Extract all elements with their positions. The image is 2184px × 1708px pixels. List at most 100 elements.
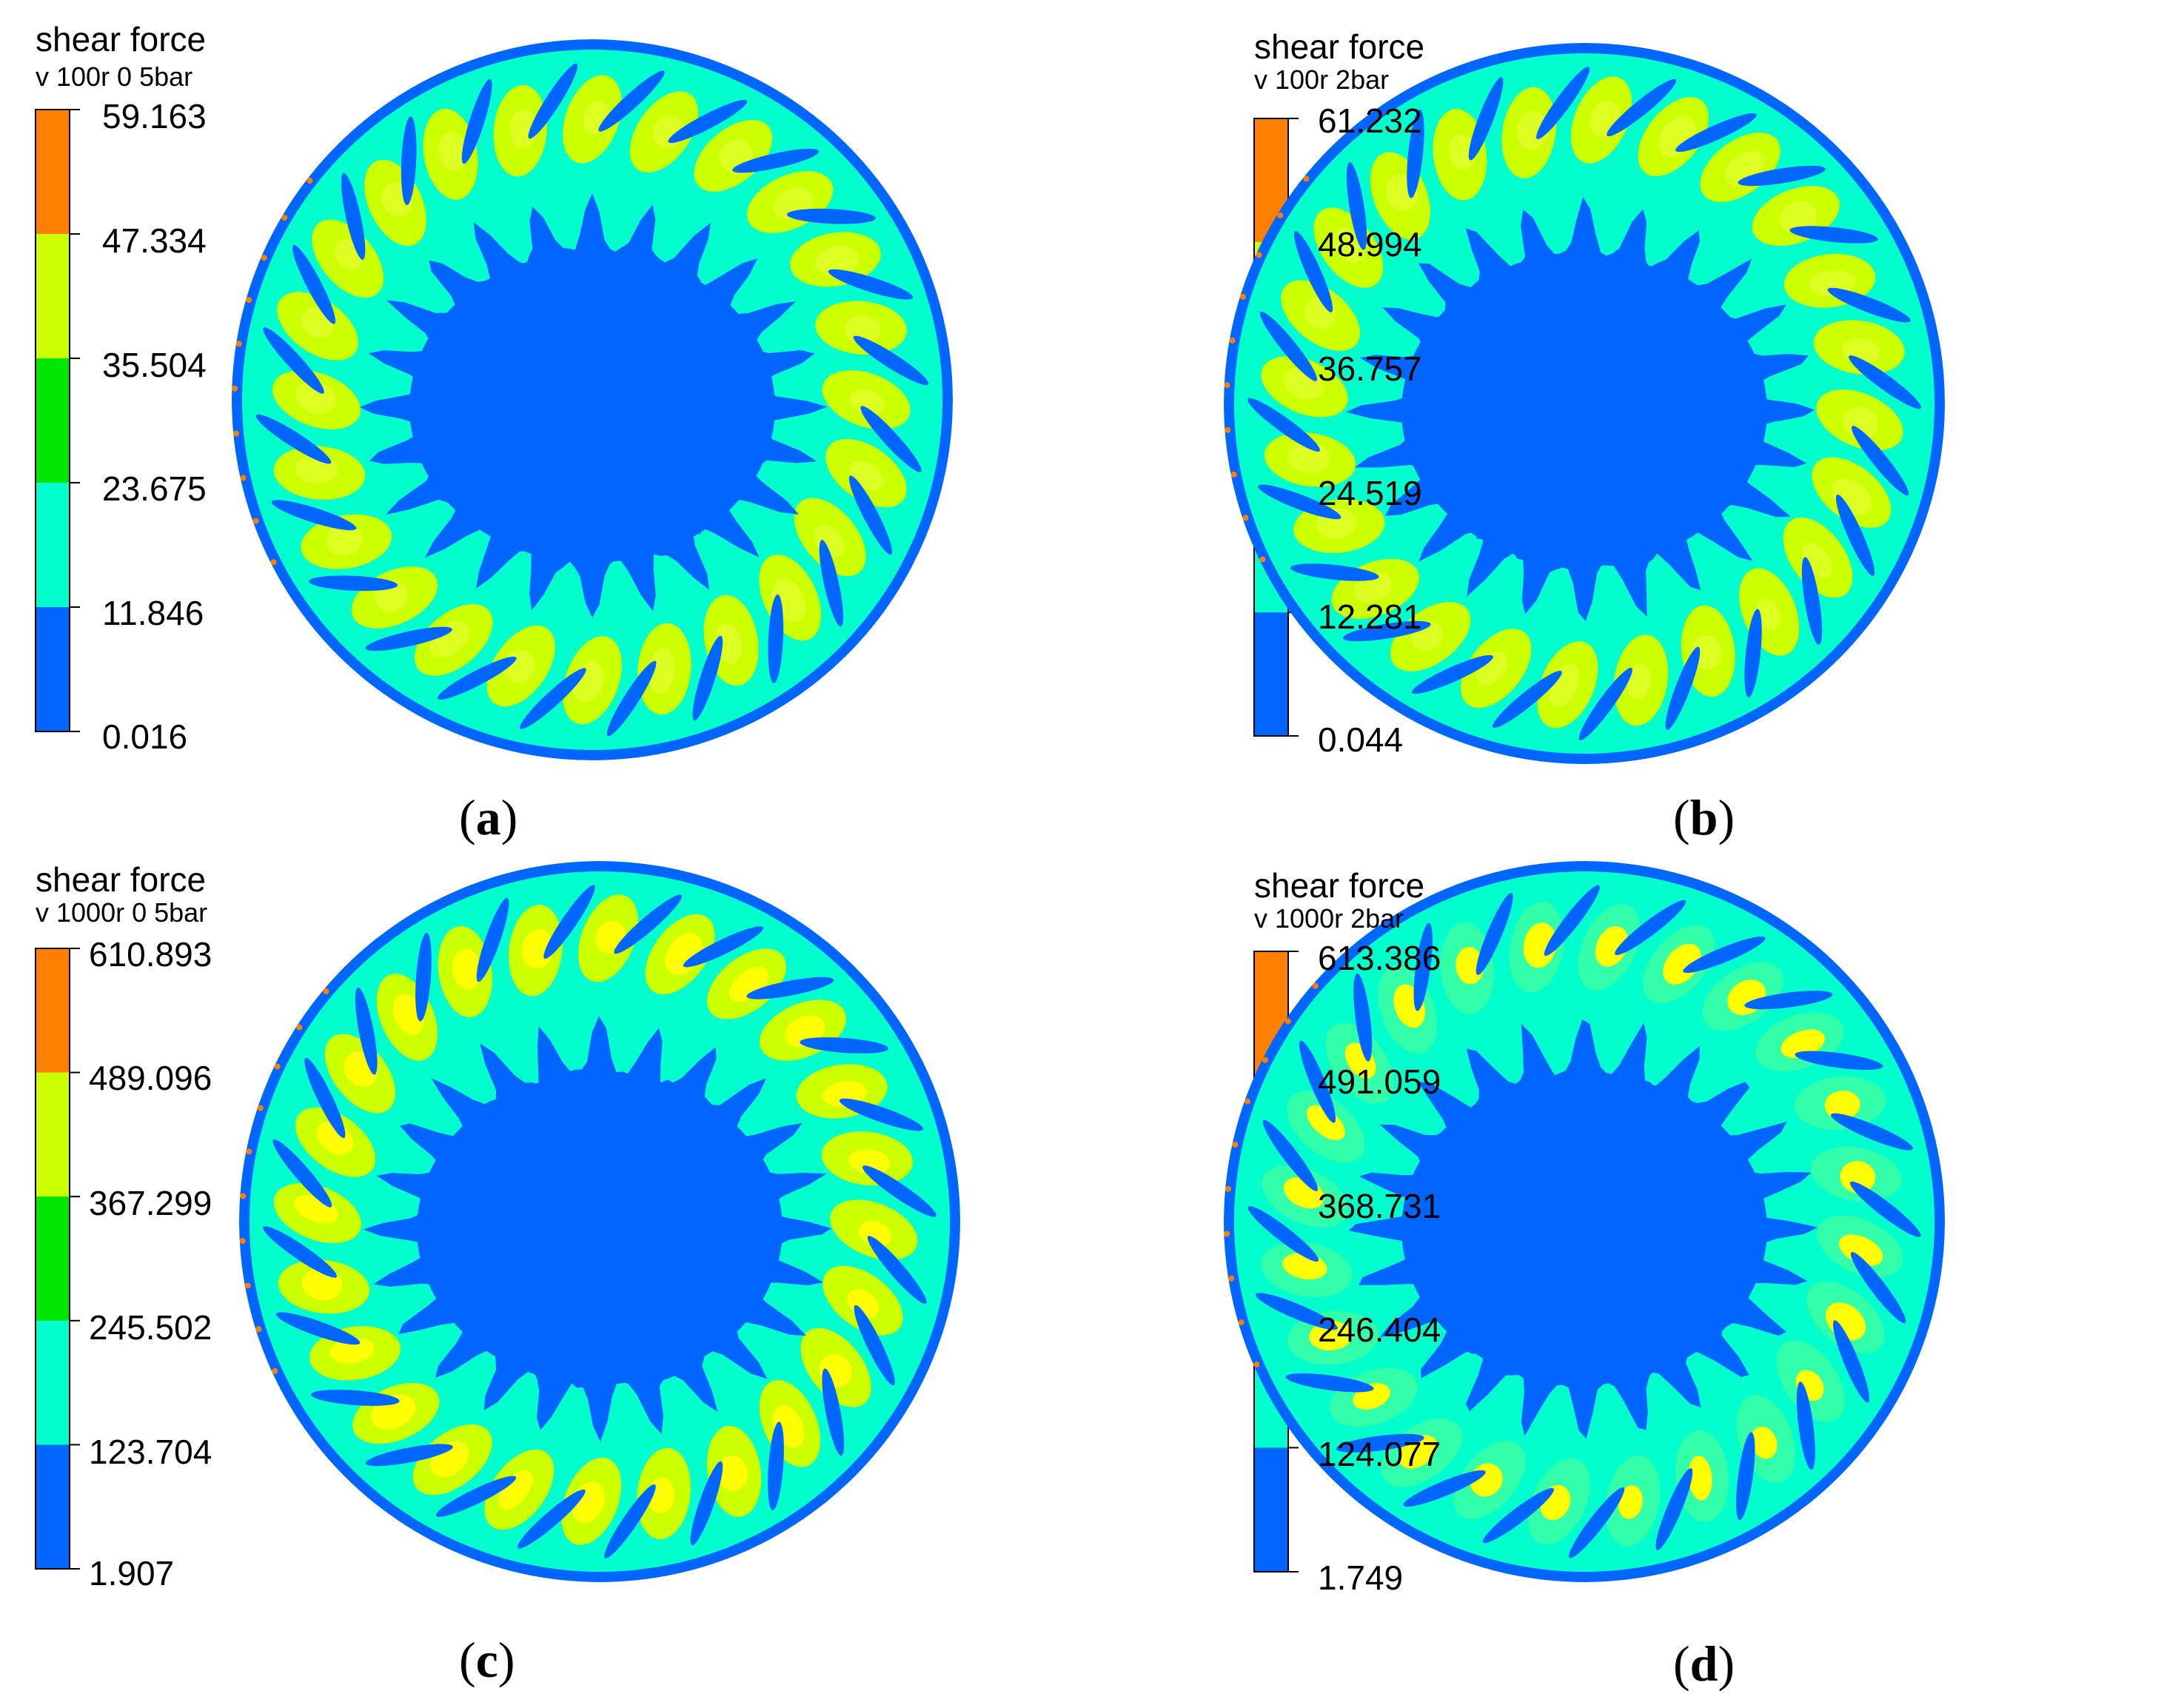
lobe-gap: [1675, 113, 1757, 153]
lobe-core: [295, 381, 336, 415]
lobe-gap: [1789, 226, 1878, 244]
panel-a: shear force v 100r 0 5bar 59.163 47.334 …: [0, 0, 1092, 854]
legend-band: [36, 607, 70, 732]
lobe-gap: [614, 894, 683, 954]
tick-label: 0.044: [1318, 720, 1404, 759]
lobe-gap: [1607, 78, 1677, 137]
edge-hotspot: [1225, 426, 1231, 433]
edge-hotspot: [1232, 1142, 1239, 1148]
lobe-core: [1824, 1090, 1860, 1120]
lobe-gap: [1655, 1468, 1693, 1550]
lobe-gap: [1536, 67, 1590, 139]
inner-core-fill: [417, 1074, 783, 1384]
tick-label: 123.704: [89, 1433, 212, 1471]
tick-label: 0.016: [102, 717, 188, 756]
lobe-gap: [272, 1139, 332, 1208]
edge-hotspot: [235, 341, 242, 347]
lobe-gap: [1796, 1382, 1815, 1470]
tick-label: 59.163: [102, 97, 207, 135]
contour-plot-b: [1224, 43, 1945, 764]
edge-hotspot: [1225, 1185, 1231, 1192]
edge-hotspot: [1259, 556, 1266, 563]
lobe-gap: [528, 63, 578, 139]
legend-band: [36, 358, 70, 483]
caption-letter: d: [1689, 1635, 1718, 1692]
panel-caption: (d): [1673, 1635, 1735, 1692]
lobe-core: [1779, 201, 1818, 234]
lobe-gap: [275, 1312, 361, 1345]
lobe-gap: [1290, 563, 1379, 581]
lobe-gap: [839, 1098, 924, 1131]
lobe-core: [452, 949, 483, 990]
contour-plot-d: [1224, 861, 1945, 1582]
lobe-gap: [1403, 1470, 1486, 1507]
lobe-gap: [1482, 1487, 1554, 1544]
lobe-core: [329, 1338, 375, 1364]
lobe-gap: [1744, 609, 1762, 697]
edge-hotspot: [1240, 294, 1246, 300]
lobe-core: [815, 245, 860, 277]
lobe-core: [1595, 925, 1629, 967]
panel-b: shear force v 100r 2bar 61.232 48.994 36…: [1092, 0, 2184, 854]
edge-hotspot: [1262, 1056, 1268, 1063]
lobe-core: [849, 389, 885, 415]
lobe-core: [715, 623, 742, 665]
edge-hotspot: [1256, 252, 1262, 258]
edge-hotspot: [281, 215, 288, 221]
lobe-gap: [860, 406, 922, 472]
lobe-core: [1663, 943, 1701, 985]
tick-label: 246.404: [1318, 1310, 1441, 1349]
lobe-gap: [1578, 668, 1632, 740]
contour-plot-c: [35, 861, 960, 1582]
lobe-core: [1306, 1105, 1345, 1141]
lobe-core: [1750, 1426, 1778, 1459]
tick-label: 35.504: [102, 346, 207, 384]
lobe-core: [498, 1470, 533, 1510]
legend-band: [36, 948, 70, 1074]
lobe-gap: [1849, 355, 1921, 409]
lobe-gap: [304, 1057, 346, 1139]
lobe-gap: [746, 977, 834, 999]
lobe-gap: [517, 1489, 586, 1549]
edge-hotspot: [244, 1282, 251, 1289]
lobe-core: [1516, 110, 1549, 150]
lobe-core: [1843, 406, 1878, 440]
lobe-gap: [862, 1165, 937, 1217]
lobe-core: [1456, 947, 1484, 985]
lobe-gap: [1849, 1181, 1921, 1237]
edge-hotspot: [233, 430, 240, 437]
caption-letter: b: [1689, 789, 1718, 845]
edge-hotspot: [257, 1105, 264, 1111]
lobe-core: [1448, 134, 1475, 170]
lobe-gap: [692, 635, 723, 721]
lobe-gap: [1293, 231, 1333, 312]
lobe-gap: [1850, 1252, 1906, 1324]
tick-label: 124.077: [1318, 1435, 1441, 1473]
edge-hotspot: [240, 1193, 247, 1199]
edge-hotspot: [1245, 1098, 1251, 1105]
legend-title: shear force: [1254, 866, 1425, 905]
lobe-core: [326, 524, 363, 556]
tick-label: 368.731: [1318, 1187, 1441, 1225]
edge-hotspot: [239, 1238, 246, 1245]
tick-label: 12.281: [1318, 597, 1422, 636]
lobe-gap: [828, 269, 914, 300]
tick-label: 491.059: [1318, 1062, 1441, 1101]
legend-band: [36, 234, 70, 359]
lobe-gap: [1475, 893, 1513, 975]
lobe-gap: [1247, 1206, 1319, 1262]
legend-title: shear force: [1254, 27, 1425, 66]
edge-hotspot: [1224, 1230, 1230, 1237]
lobe-gap: [435, 1476, 517, 1517]
lobe-gap: [1353, 973, 1373, 1062]
edge-hotspot: [255, 1326, 262, 1333]
tick-label: 36.757: [1318, 349, 1422, 388]
tick-label: 1.749: [1318, 1558, 1404, 1597]
lobe-core: [1523, 922, 1557, 968]
lobe-core: [1618, 1485, 1643, 1519]
lobe-gap: [1795, 1051, 1883, 1071]
lobe-gap: [476, 897, 509, 982]
lobe-gap: [263, 327, 324, 394]
lobe-core: [1627, 663, 1652, 700]
lobe-core: [1839, 1234, 1883, 1266]
